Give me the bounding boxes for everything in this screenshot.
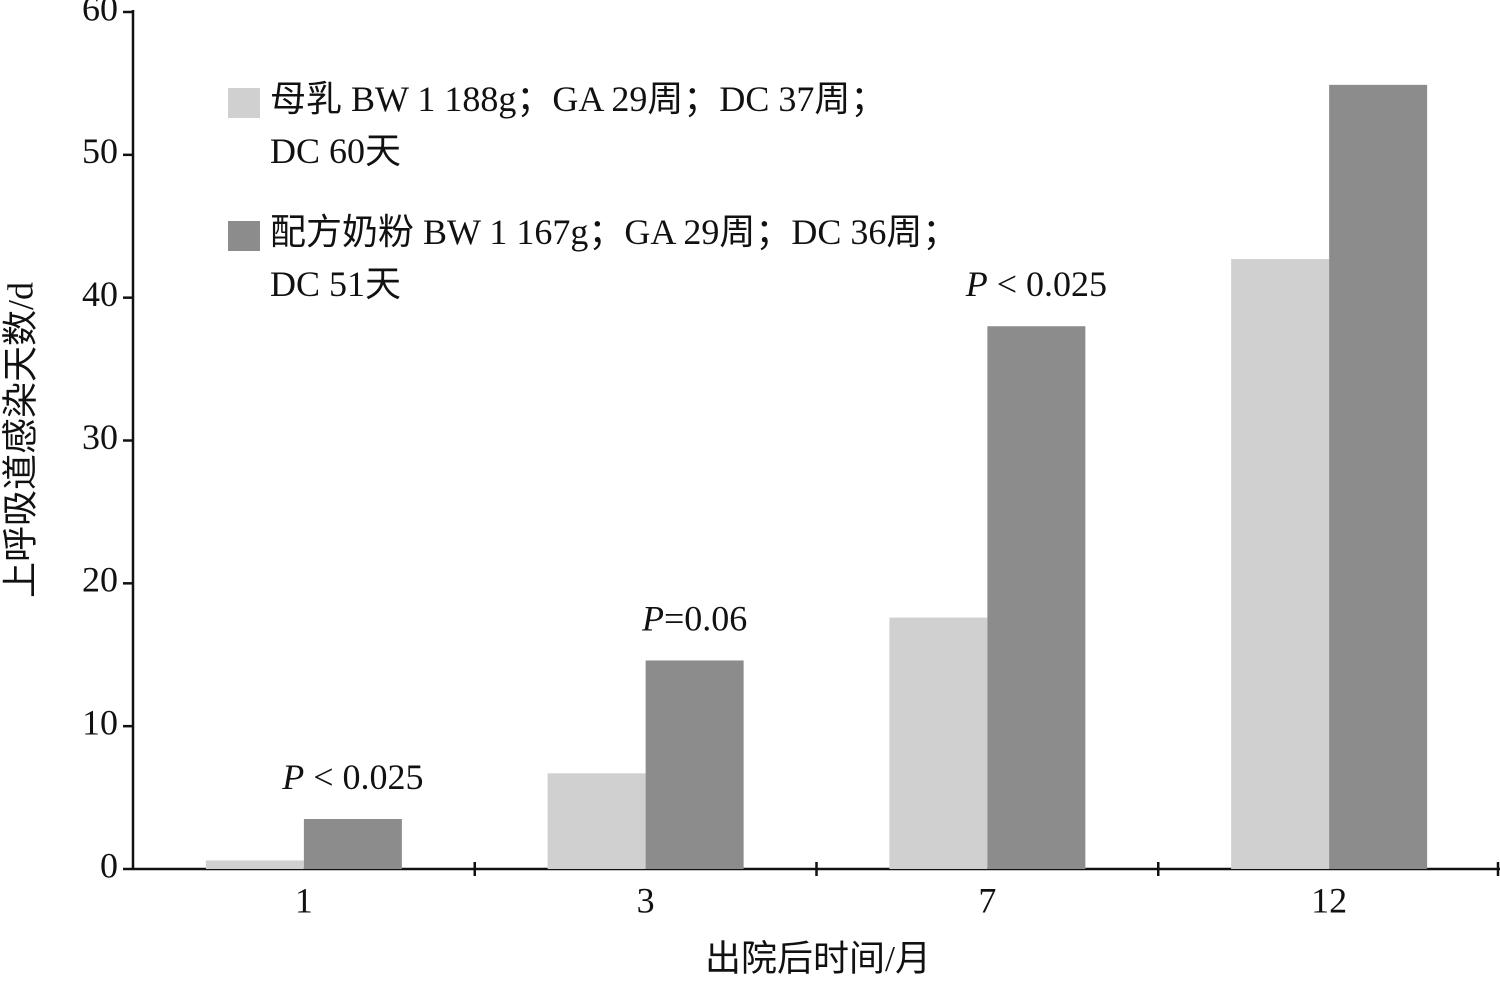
y-tick-label: 0	[100, 845, 118, 885]
annotation-part: < 0.025	[988, 264, 1107, 304]
annotation-part: =0.06	[664, 599, 747, 639]
annotation-part: < 0.025	[304, 757, 423, 797]
legend-line: DC 51天	[270, 264, 401, 304]
annotation: P=0.06	[641, 599, 747, 639]
annotation-part: P	[965, 264, 988, 304]
bar	[205, 860, 304, 869]
legend-label: 母乳 BW 1 188g；GA 29周；DC 37周； DC 60天	[270, 79, 886, 171]
annotation-part: P	[641, 599, 664, 639]
bar	[987, 326, 1086, 869]
bar	[547, 773, 646, 869]
y-tick-label: 30	[82, 417, 118, 457]
legend-line: 母乳 BW 1 188g；GA 29周；DC 37周；	[270, 79, 886, 119]
y-tick-label: 50	[82, 131, 118, 171]
x-axis-title: 出院后时间/月	[705, 938, 931, 978]
y-tick-label: 60	[82, 0, 118, 28]
legend-swatch	[228, 88, 260, 118]
x-tick-label: 3	[637, 880, 655, 920]
bar	[1329, 84, 1428, 870]
y-tick-label: 40	[82, 274, 118, 314]
legend-label: 配方奶粉 BW 1 167g；GA 29周；DC 36周； DC 51天	[270, 212, 958, 304]
x-tick-label: 1	[295, 880, 313, 920]
legend-swatch	[228, 221, 260, 251]
bar	[303, 819, 402, 869]
bar	[1231, 259, 1330, 869]
annotation: P < 0.025	[281, 757, 423, 797]
y-tick-label: 10	[82, 702, 118, 742]
x-tick-label: 12	[1311, 880, 1347, 920]
legend-line: DC 60天	[270, 131, 401, 171]
bar	[645, 660, 744, 869]
legend-line: 配方奶粉 BW 1 167g；GA 29周；DC 36周；	[270, 212, 958, 252]
annotation-part: P	[281, 757, 304, 797]
y-tick-label: 20	[82, 560, 118, 600]
x-tick-label: 7	[978, 880, 996, 920]
bar	[889, 617, 988, 869]
y-axis-title: 上呼吸道感染天数/d	[0, 282, 40, 598]
annotation: P < 0.025	[965, 264, 1107, 304]
